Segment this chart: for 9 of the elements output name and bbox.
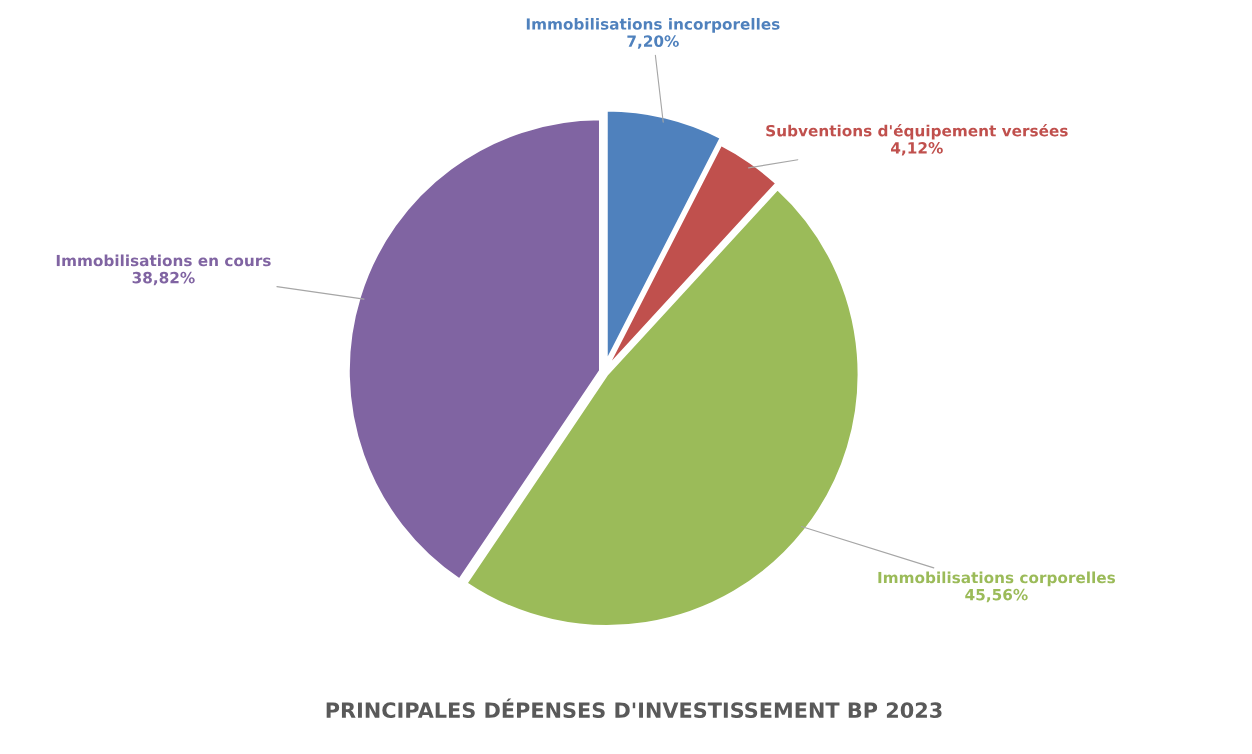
text: PRINCIPALES DÉPENSES D'INVESTISSEMENT BP 2023: [326, 698, 942, 719]
data-label: 38,82%: [132, 271, 195, 286]
data-label: 7,20%: [627, 35, 679, 49]
slice-label: Immobilisations en cours: [56, 254, 271, 267]
slice-label: Subventions d'équipement versées: [766, 124, 1068, 140]
slice-label: Immobilisations corporelles: [878, 571, 1116, 587]
data-label: 45,56%: [965, 588, 1028, 603]
data-label: 4,12%: [891, 142, 943, 156]
slice-label: Immobilisations incorporelles: [526, 17, 780, 33]
